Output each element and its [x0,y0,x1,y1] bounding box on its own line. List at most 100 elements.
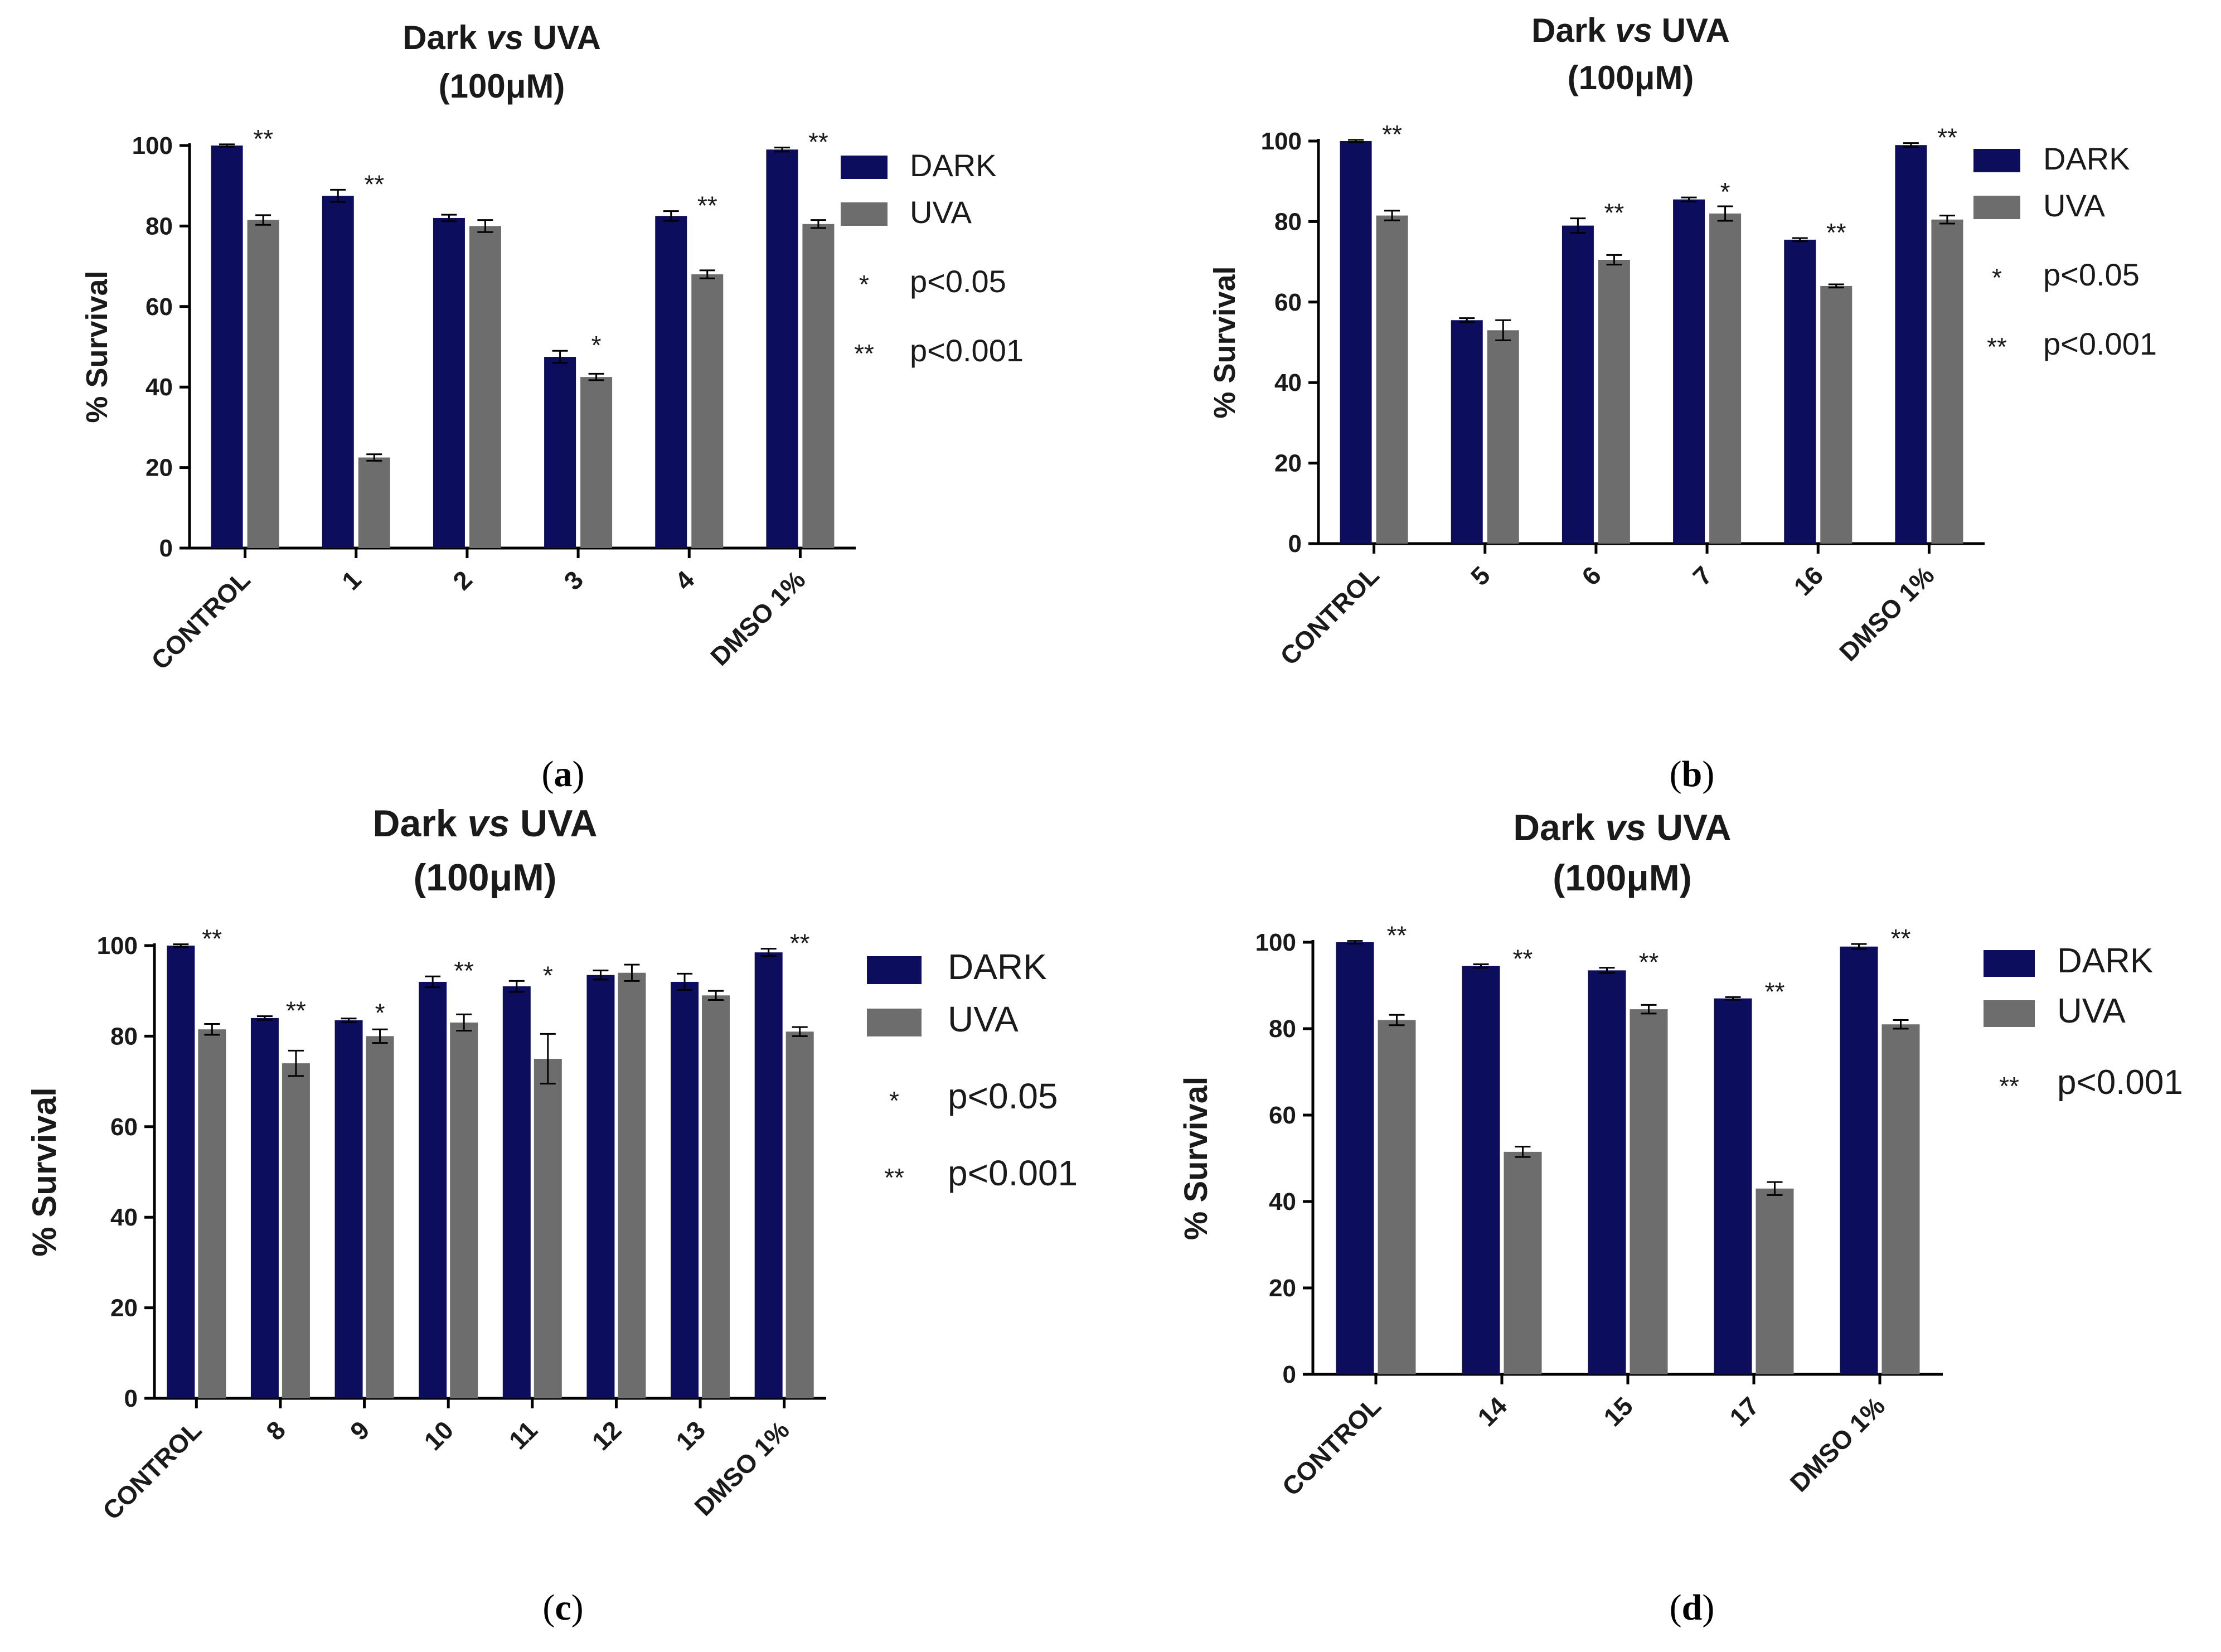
bar-uva [282,1063,310,1398]
legend-label: p<0.001 [2043,326,2157,361]
bar-dark [754,952,783,1398]
panel-caption: (d) [1670,1587,1715,1628]
legend-swatch-uva [1984,1000,2035,1027]
bar-dark [250,1018,279,1398]
category-label: 2 [447,565,478,595]
caption-letter: c [555,1587,571,1628]
title-part-dark: Dark [372,802,467,845]
y-tick-label: 20 [146,454,173,482]
caption-open: ( [1670,754,1682,794]
significance-mark: ** [1604,198,1624,227]
significance-mark: ** [1382,120,1402,149]
legend-label: DARK [2043,141,2130,176]
legend-swatch-dark [841,156,888,179]
bar-uva [702,995,730,1398]
bar-uva [450,1023,478,1398]
legend-label: p<0.05 [910,264,1006,299]
category-label: DMSO 1% [1834,560,1939,666]
legend: DARK UVA * p<0.05 ** p<0.001 [867,947,1078,1193]
legend-swatch-dark [867,956,922,984]
bar-uva [618,972,646,1398]
bar-uva [1820,285,1853,544]
chart-panel-d: Dark vs UVA (100μM) % Survival 0 20 40 60 80 100… [1178,807,2183,1628]
category-label: CONTROL [97,1415,207,1525]
title-part-vs: vs [1605,807,1646,848]
chart-title-line1: Dark vs UVA [372,802,597,845]
bar-uva [1709,213,1742,544]
bar-dark [544,357,576,548]
legend-label: DARK [910,148,997,183]
category-label: 1 [336,565,367,595]
bar-uva [691,274,724,548]
legend-significance-mark: ** [1999,1072,2019,1101]
category-label: 9 [345,1415,375,1446]
bar-group: * [334,999,394,1398]
legend: DARK UVA * p<0.05 ** p<0.001 [841,148,1024,368]
bar-uva [469,226,501,548]
caption-letter: d [1682,1587,1703,1628]
y-tick-label: 80 [1269,1015,1296,1043]
bar-dark [1784,239,1816,544]
chart-title-line2: (100μM) [439,67,565,105]
significance-mark: * [543,961,553,990]
chart-panel-c: Dark vs UVA (100μM) % Survival 0 20 40 60 80 100… [26,802,1078,1628]
category-label: 6 [1576,560,1607,591]
bar-group: ** [1562,198,1630,544]
significance-mark: ** [1639,948,1659,977]
chart-title-line2: (100μM) [1553,857,1691,898]
y-tick-label: 0 [124,1385,138,1412]
legend-entry: ** p<0.001 [1987,326,2157,361]
category-label: 12 [586,1415,627,1456]
bar-group [671,972,730,1398]
legend-entry: DARK [867,947,1047,987]
y-tick-label: 100 [1255,929,1296,956]
significance-mark: ** [1765,977,1785,1006]
chart-panel-b: Dark vs UVA (100μM) % Survival 0 20 40 60 80 100… [1208,12,2157,794]
y-tick-label: 80 [146,212,173,240]
bar-dark [433,217,465,549]
bar-uva [1598,259,1630,544]
y-tick-label: 20 [110,1295,138,1322]
legend-label: p<0.05 [948,1076,1058,1116]
legend: DARK UVA * p<0.05 ** p<0.001 [1973,141,2157,361]
caption-close: ) [1702,1587,1714,1628]
y-tick-label: 100 [132,132,173,159]
title-part-dark: Dark [403,19,486,56]
title-part-dark: Dark [1513,807,1605,848]
y-tick-label: 0 [1283,1361,1296,1388]
caption-close: ) [1702,754,1714,794]
bar-uva [1630,1009,1668,1374]
caption-letter: a [554,754,573,794]
bar-uva [247,220,279,548]
significance-mark: * [591,331,602,360]
bar-dark [167,946,195,1398]
significance-mark: ** [697,191,717,220]
category-label: 13 [670,1415,711,1456]
legend-significance-mark: * [1992,263,2002,292]
category-label: 15 [1598,1391,1638,1432]
legend-swatch-uva [867,1009,922,1036]
category-label: 4 [669,565,700,595]
y-tick-label: 100 [1261,128,1302,155]
bar-dark [1840,946,1878,1374]
bar-group: ** [1784,218,1853,544]
y-tick-label: 60 [1269,1102,1296,1129]
bar-group: ** [1336,921,1416,1374]
y-tick-label: 100 [97,932,138,960]
bar-uva [1487,330,1519,544]
title-part-vs: vs [486,19,523,56]
legend-significance-mark: ** [1987,332,2007,361]
y-tick-label: 40 [1269,1188,1296,1215]
bar-dark [766,149,798,549]
legend-entry: DARK [841,148,997,183]
title-part-uva: UVA [523,19,601,56]
bar-group [433,214,501,549]
title-part-uva: UVA [1646,807,1732,848]
bar-group: ** [766,128,835,549]
category-label: 17 [1724,1391,1764,1432]
caption-letter: b [1682,754,1703,794]
y-tick-label: 40 [146,374,173,401]
bar-group: ** [419,956,478,1398]
significance-mark: ** [1937,123,1957,152]
